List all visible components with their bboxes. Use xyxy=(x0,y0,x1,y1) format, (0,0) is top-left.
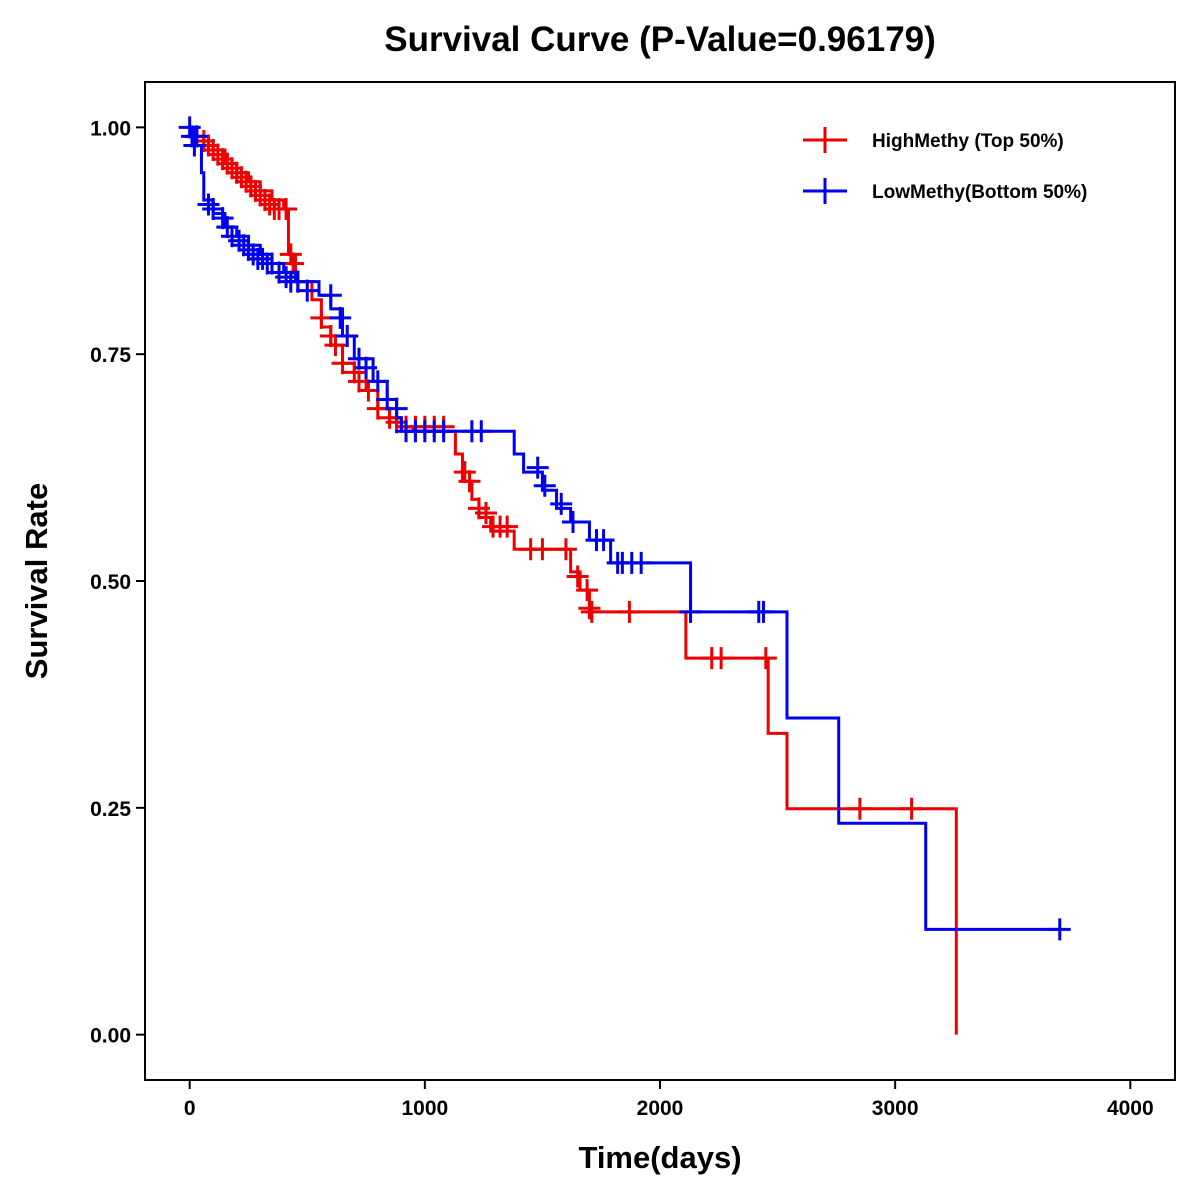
series-1-censor-mark xyxy=(228,229,251,252)
series-1-censor-mark xyxy=(355,356,378,379)
series-0-censor-mark xyxy=(576,579,599,602)
series-0-censor-mark xyxy=(578,597,601,620)
series-1-censor-mark xyxy=(242,243,265,266)
series-0-censor-mark xyxy=(496,515,519,538)
series-1-censor-mark xyxy=(319,284,342,307)
series-0-censor-mark xyxy=(900,797,923,820)
x-tick-label: 2000 xyxy=(637,1097,684,1120)
series-0-censor-mark xyxy=(531,538,554,561)
series-1-censor-mark xyxy=(432,420,455,443)
series-1-censor-mark xyxy=(752,600,775,623)
y-tick-label: 1.00 xyxy=(90,117,131,140)
series-1-censor-mark xyxy=(237,238,260,261)
series-0-censor-mark xyxy=(206,143,229,166)
series-1-censor-mark xyxy=(286,270,309,293)
series-0-censor-mark xyxy=(324,334,347,357)
curves-layer xyxy=(178,116,1071,1035)
series-0-curve xyxy=(189,125,958,1035)
series-1-censor-mark xyxy=(296,279,319,302)
series-1-censor-mark xyxy=(1048,918,1071,941)
series-0-censor-mark xyxy=(244,179,267,202)
series-1-censor-mark xyxy=(526,456,549,479)
series-1-censor-mark xyxy=(533,474,556,497)
legend-label-0: HighMethy (Top 50%) xyxy=(872,131,1064,152)
series-0-censor-mark xyxy=(225,161,248,184)
series-1-censor-mark xyxy=(592,529,615,552)
series-1-censor-mark xyxy=(251,247,274,270)
series-1-censor-mark xyxy=(211,207,234,230)
series-0-censor-mark xyxy=(474,501,497,524)
series-1-censor-mark xyxy=(329,306,352,329)
series-1-censor-mark xyxy=(561,511,584,534)
series-1-censor-mark xyxy=(275,266,298,289)
series-0-censor-mark xyxy=(848,797,871,820)
legend: HighMethy (Top 50%) LowMethy(Bottom 50%) xyxy=(803,127,1087,204)
x-tick-label: 0 xyxy=(184,1097,196,1120)
series-1-censor-mark xyxy=(385,397,408,420)
series-1-censor-mark xyxy=(630,551,653,574)
series-1-censor-mark xyxy=(197,193,220,216)
series-0-censor-mark xyxy=(366,397,389,420)
series-0-censor-mark xyxy=(216,152,239,175)
series-0-censor-mark xyxy=(282,252,305,275)
legend-label-1: LowMethy(Bottom 50%) xyxy=(872,182,1087,203)
series-1-censor-mark xyxy=(366,370,389,393)
series-0-censor-mark xyxy=(275,198,298,221)
legend-key-1 xyxy=(803,178,847,204)
series-1-censor-mark xyxy=(550,492,573,515)
series-0-censor-mark xyxy=(230,166,253,189)
y-tick-label: 0.50 xyxy=(90,571,131,594)
series-0-censor-mark xyxy=(343,361,366,384)
legend-key-0 xyxy=(803,127,847,153)
x-tick-label: 3000 xyxy=(872,1097,919,1120)
series-0-censor-mark xyxy=(249,184,272,207)
series-0-censor-mark xyxy=(710,647,733,670)
series-0-censor-mark xyxy=(458,470,481,493)
series-0-censor-mark xyxy=(258,193,281,216)
y-tick-label: 0.25 xyxy=(90,798,131,821)
series-1-censor-mark xyxy=(202,198,225,221)
series-0-censor-mark xyxy=(347,370,370,393)
series-0-censor-mark xyxy=(554,538,577,561)
series-0-censor-mark xyxy=(453,461,476,484)
series-0-censor-mark xyxy=(580,600,603,623)
chart-title: Survival Curve (P-Value=0.96179) xyxy=(384,20,936,59)
series-1-censor-mark xyxy=(232,234,255,257)
series-0-censor-mark xyxy=(357,379,380,402)
series-0-censor-mark xyxy=(618,600,641,623)
series-0-censor-mark xyxy=(239,175,262,198)
series-0-censor-mark xyxy=(221,157,244,180)
series-1-censor-mark xyxy=(336,325,359,348)
series-1-censor-mark xyxy=(185,125,208,148)
axes-layer: 0 1000 2000 3000 4000 0.00 0.25 0.50 0.75 1.00 xyxy=(90,117,1154,1120)
series-0-censor-mark xyxy=(310,306,333,329)
series-0-censor-mark xyxy=(235,170,258,193)
y-axis-title: Survival Rate xyxy=(19,483,54,679)
x-tick-label: 1000 xyxy=(401,1097,448,1120)
series-1-censor-mark xyxy=(216,216,239,239)
y-tick-label: 0.75 xyxy=(90,344,131,367)
x-tick-label: 4000 xyxy=(1107,1097,1154,1120)
series-0-censor-mark xyxy=(331,352,354,375)
series-0-censor-mark xyxy=(754,647,777,670)
x-axis-title: Time(days) xyxy=(578,1140,741,1175)
series-0-censor-mark xyxy=(279,243,302,266)
series-0-censor-mark xyxy=(566,565,589,588)
series-1-censor-mark xyxy=(470,420,493,443)
series-1-censor-mark xyxy=(376,388,399,411)
series-0-censor-mark xyxy=(211,148,234,171)
series-1-censor-mark xyxy=(679,600,702,623)
series-0-censor-mark xyxy=(202,139,225,162)
series-1-censor-mark xyxy=(183,134,206,157)
y-tick-label: 0.00 xyxy=(90,1025,131,1048)
series-0-censor-mark xyxy=(253,188,276,211)
